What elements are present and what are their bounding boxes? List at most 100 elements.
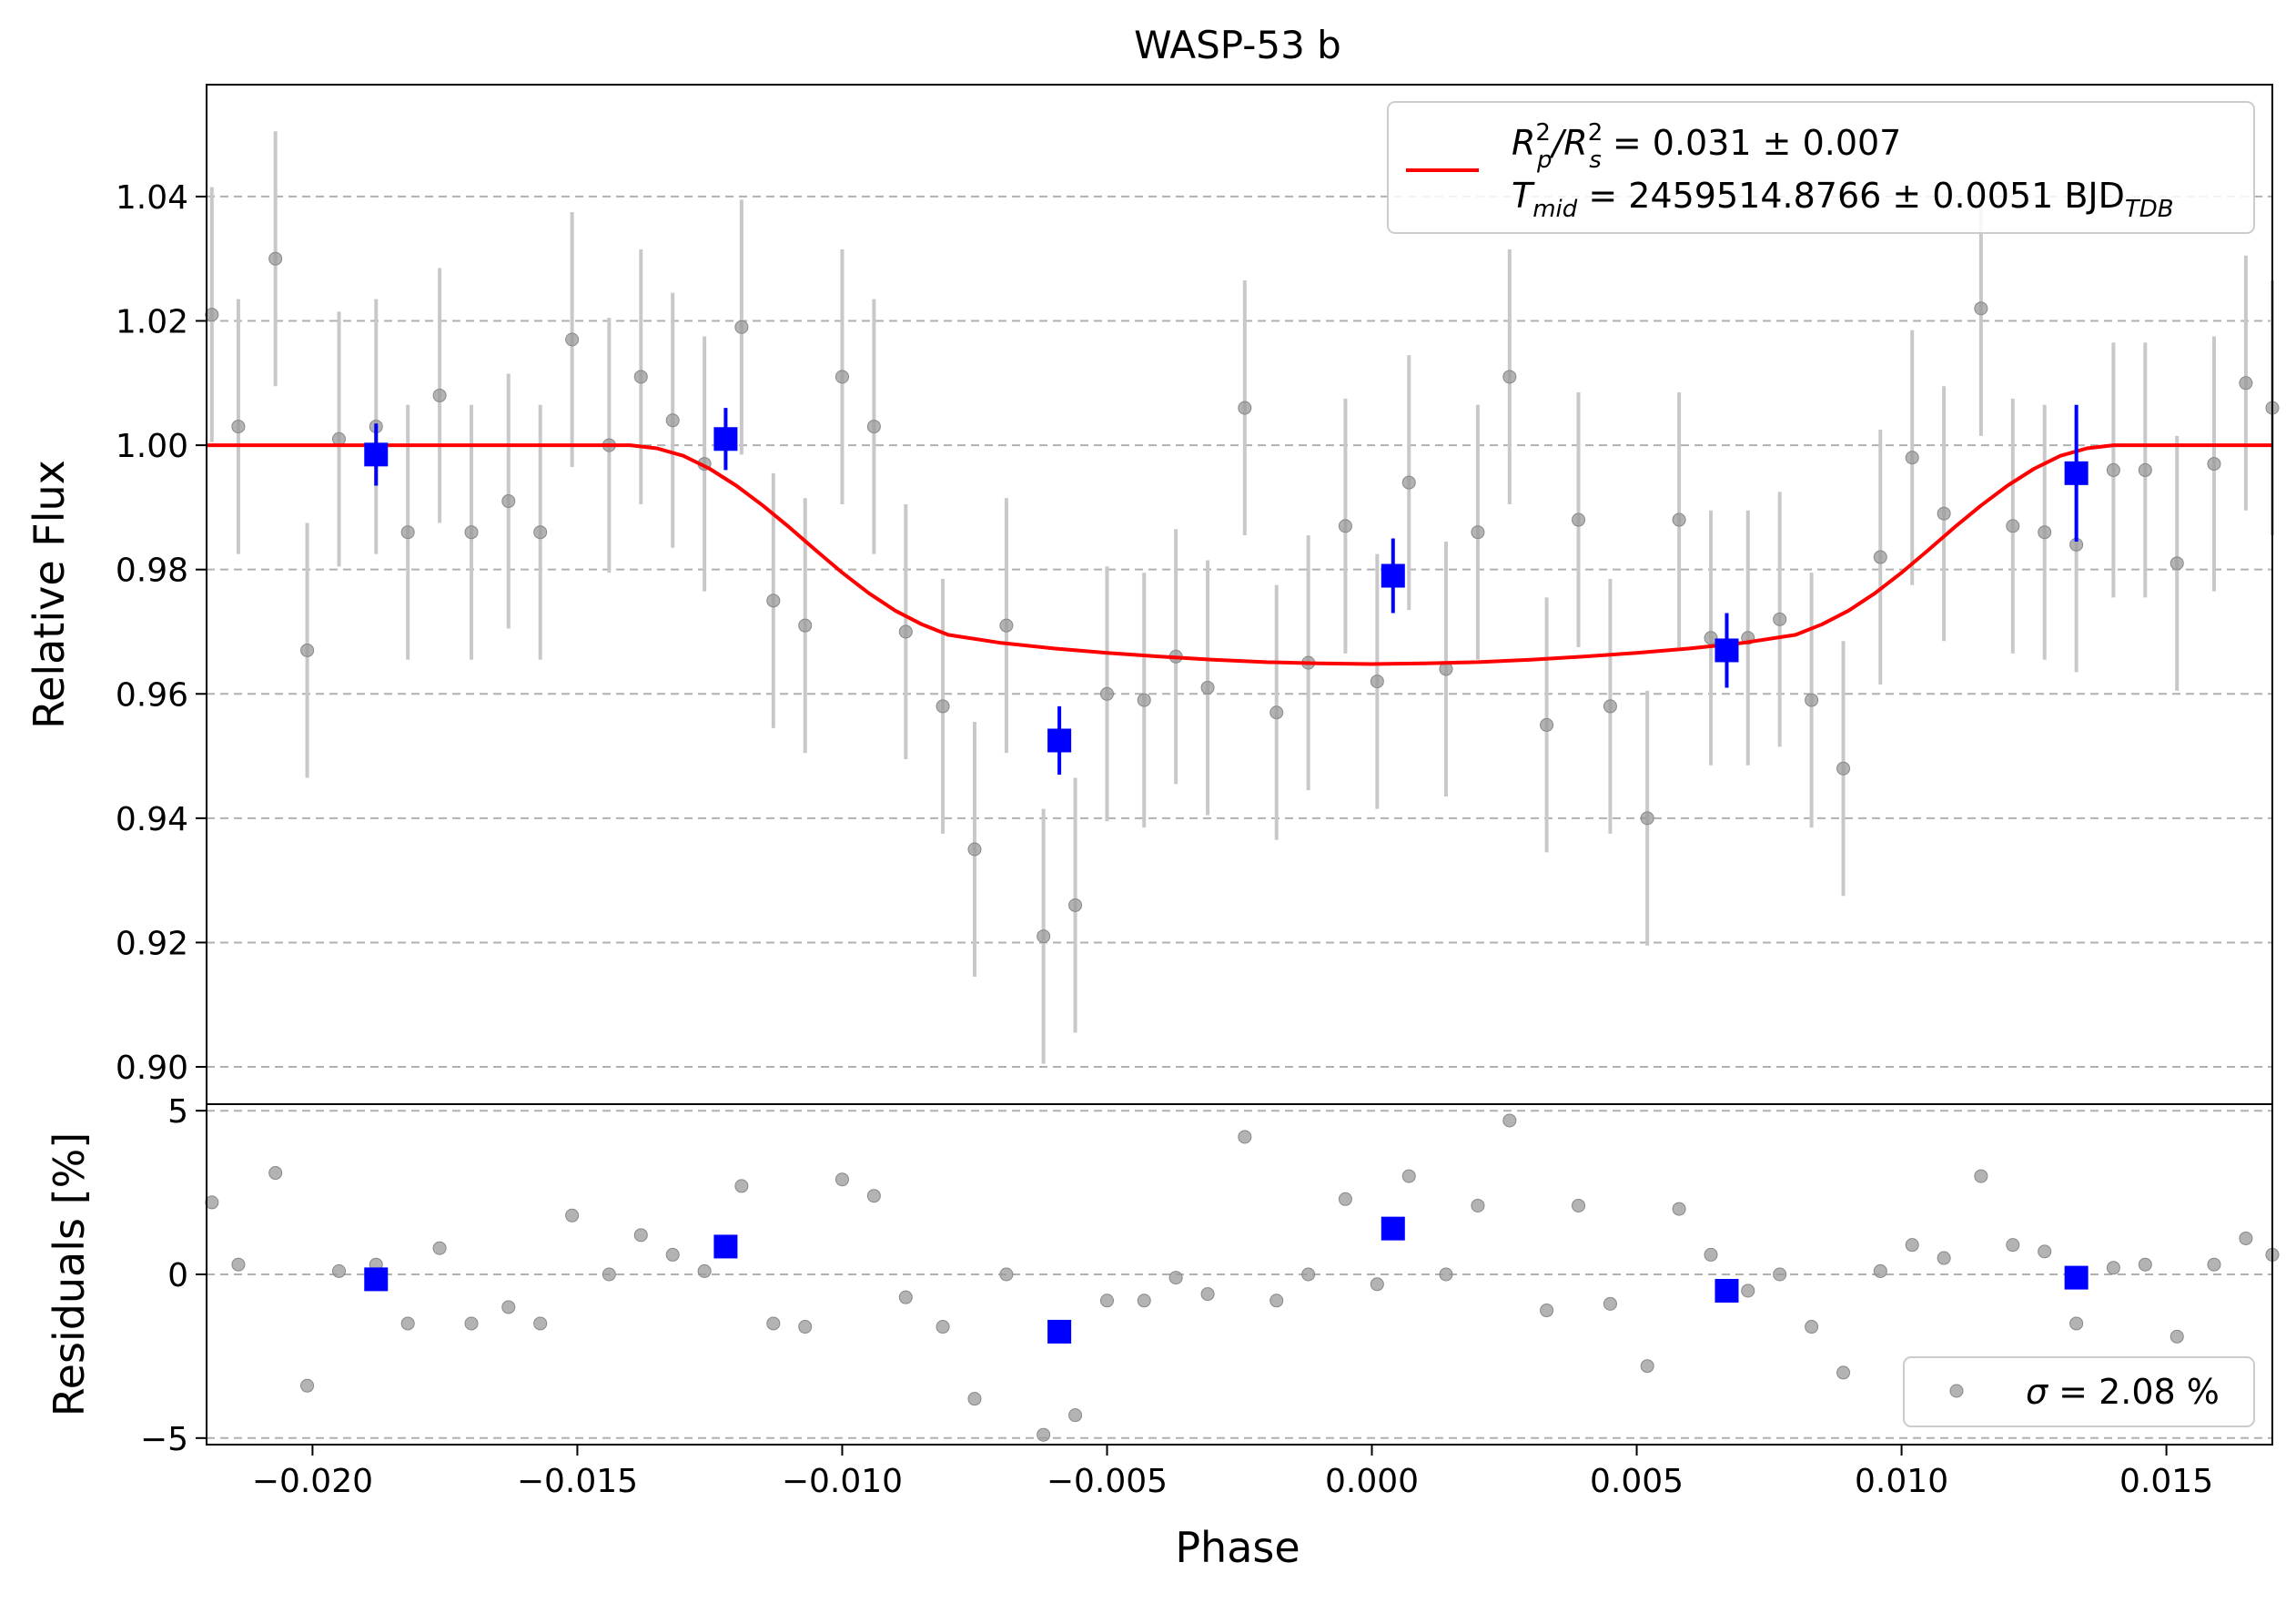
residual-point (432, 1241, 447, 1255)
raw-point (1099, 686, 1114, 701)
raw-point (2138, 462, 2152, 477)
legend-residual-marker (1949, 1384, 1964, 1398)
raw-point (565, 332, 580, 347)
top-legend: R2 p/R2 s = 0.031 ± 0.007 Tmid = 2459514.8… (1387, 101, 2255, 234)
binned-point (713, 427, 738, 451)
top-binned-points (364, 404, 2089, 776)
residual-point (2207, 1257, 2221, 1272)
legend-sigma-text: σ = 2.08 % (2026, 1372, 2220, 1412)
residual-point (1269, 1294, 1284, 1308)
raw-point (898, 624, 913, 639)
residual-point (268, 1166, 283, 1181)
bottom-y-tick-label: 5 (167, 1093, 188, 1131)
residual-point (464, 1316, 479, 1331)
raw-point (1540, 717, 1554, 732)
raw-point (665, 413, 680, 428)
residual-point (1471, 1198, 1485, 1212)
residual-point (1137, 1294, 1151, 1308)
x-tick-label: 0.005 (1590, 1463, 1684, 1500)
raw-point (1137, 693, 1151, 707)
raw-point (1704, 631, 1718, 645)
residual-point (1502, 1113, 1517, 1128)
residual-point (1099, 1294, 1114, 1308)
x-axis: −0.020 −0.015 −0.010 −0.005 0.000 0.005 0.010 0… (252, 1445, 2213, 1500)
residual-point (1301, 1267, 1316, 1282)
bottom-legend: σ = 2.08 % (1903, 1356, 2255, 1427)
raw-point (1773, 612, 1787, 626)
residual-point (1168, 1271, 1183, 1285)
top-y-tick-label: 1.02 (116, 304, 188, 341)
raw-point (1370, 675, 1384, 689)
raw-point (1068, 898, 1083, 912)
residual-point (999, 1267, 1014, 1282)
residual-point (565, 1208, 580, 1223)
residual-point (1905, 1238, 1919, 1253)
residual-point (866, 1189, 881, 1203)
residual-point (1640, 1359, 1654, 1374)
residual-point (1704, 1247, 1718, 1262)
residual-point (1603, 1296, 1617, 1311)
raw-point (766, 594, 781, 608)
residual-point (1037, 1427, 1051, 1442)
residual-point (1338, 1192, 1352, 1206)
raw-point (798, 618, 813, 633)
residual-point (633, 1228, 648, 1243)
residual-point (766, 1316, 781, 1331)
top-y-tick-label: 0.90 (116, 1050, 188, 1087)
residual-point (1672, 1202, 1686, 1216)
raw-point (231, 420, 246, 434)
raw-point (1974, 301, 1988, 316)
residual-point (300, 1378, 315, 1393)
residual-point (898, 1290, 913, 1304)
x-tick-label: −0.015 (517, 1463, 638, 1500)
bottom-raw-points (205, 1113, 2280, 1442)
residual-point (1068, 1408, 1083, 1423)
binned-point (2064, 461, 2089, 485)
bottom-y-axis-label: Residuals [%] (45, 1132, 94, 1416)
binned-residual-point (1047, 1319, 1072, 1344)
residual-point (332, 1263, 347, 1278)
bottom-gridlines (207, 1110, 2272, 1439)
residual-point (697, 1263, 712, 1278)
binned-point (1714, 638, 1739, 663)
raw-point (268, 251, 283, 266)
binned-point (1047, 728, 1072, 753)
binned-residual-point (2064, 1265, 2089, 1290)
residual-point (1873, 1263, 1887, 1278)
residual-point (1540, 1304, 1554, 1318)
raw-point (1200, 680, 1215, 695)
residual-point (1773, 1267, 1787, 1282)
raw-point (464, 525, 479, 540)
raw-point (2239, 376, 2253, 391)
raw-point (1873, 550, 1887, 564)
raw-point (205, 308, 219, 322)
raw-point (2006, 519, 2020, 533)
x-tick-label: −0.010 (782, 1463, 903, 1500)
residual-point (205, 1195, 219, 1210)
x-tick-label: 0.010 (1855, 1463, 1948, 1500)
top-y-axis: 0.90 0.92 0.94 0.96 0.98 1.00 1.02 1.04 (116, 179, 207, 1087)
raw-point (2106, 462, 2120, 477)
residual-point (1370, 1277, 1384, 1292)
residual-point (2006, 1238, 2020, 1253)
residual-point (501, 1300, 516, 1314)
raw-point (936, 699, 950, 714)
residual-point (231, 1257, 246, 1272)
raw-point (1269, 705, 1284, 720)
bottom-binned-points (364, 1216, 2089, 1344)
legend-depth-text: R2 p/R2 s = 0.031 ± 0.007 (1512, 119, 1901, 174)
raw-point (2038, 525, 2052, 540)
residual-point (1401, 1169, 1416, 1183)
residual-point (2239, 1231, 2253, 1245)
raw-point (834, 370, 849, 384)
bottom-legend-box (1903, 1356, 2255, 1427)
top-raw-points (205, 251, 2280, 944)
residual-point (400, 1316, 415, 1331)
residual-point (734, 1179, 749, 1193)
residual-point (2069, 1316, 2084, 1331)
residual-point (2138, 1257, 2152, 1272)
raw-point (734, 320, 749, 334)
raw-point (300, 643, 315, 657)
raw-point (400, 525, 415, 540)
